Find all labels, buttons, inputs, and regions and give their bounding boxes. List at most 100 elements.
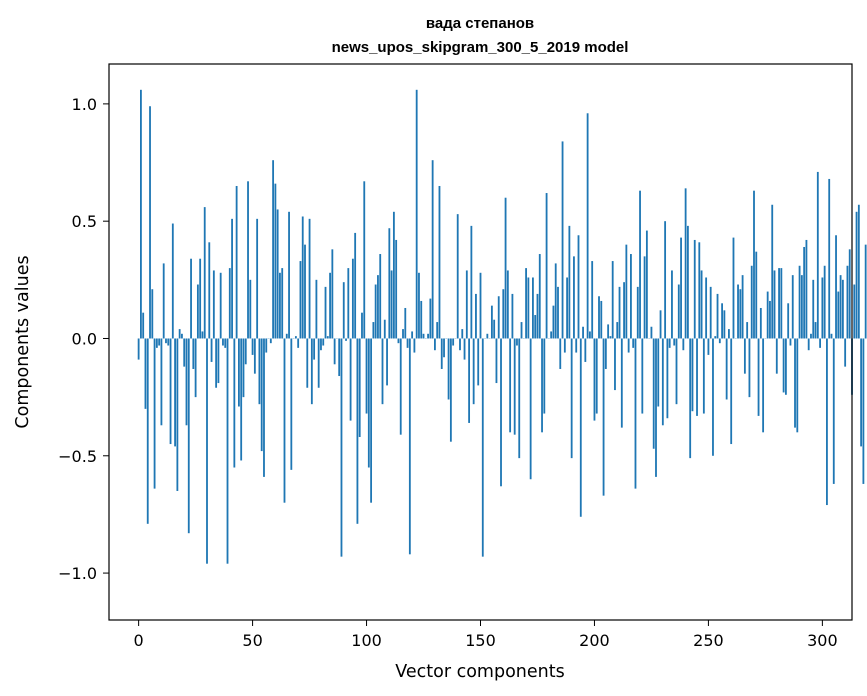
y-tick-label: −0.5	[58, 447, 97, 466]
bar	[814, 322, 817, 339]
bar	[345, 338, 347, 341]
bar	[449, 338, 452, 442]
bar	[447, 338, 450, 400]
bar	[625, 244, 628, 339]
bar	[333, 338, 336, 365]
bar	[201, 331, 204, 339]
bar	[639, 190, 641, 339]
bar	[805, 239, 808, 339]
bar	[465, 270, 468, 339]
bar	[429, 298, 432, 339]
bar	[593, 338, 596, 421]
bar	[541, 338, 543, 433]
bar	[358, 338, 361, 438]
bar	[543, 338, 546, 414]
bar	[158, 338, 161, 346]
bar	[525, 268, 527, 339]
bar	[677, 284, 680, 339]
bar	[217, 338, 220, 384]
bar	[192, 338, 195, 369]
bar	[194, 338, 197, 398]
bar	[196, 284, 199, 339]
bar	[730, 338, 733, 445]
bar	[520, 322, 523, 339]
bar	[712, 338, 714, 456]
bar	[518, 338, 521, 459]
bar	[486, 333, 489, 339]
bar	[732, 237, 735, 339]
bar	[529, 338, 532, 480]
bar	[463, 338, 466, 360]
bar	[324, 286, 327, 339]
bar	[169, 338, 172, 445]
bar	[235, 185, 238, 339]
bar	[664, 221, 667, 339]
bar	[374, 284, 377, 339]
bar	[819, 338, 821, 348]
y-tick-label: 0.0	[72, 329, 97, 348]
bar	[552, 305, 555, 339]
bar	[174, 338, 176, 447]
bar	[304, 244, 306, 339]
bar	[839, 275, 842, 339]
bar	[274, 183, 277, 339]
bar	[178, 329, 181, 339]
bar	[479, 272, 482, 339]
bar	[495, 338, 498, 384]
bar	[317, 338, 320, 388]
bar	[206, 338, 208, 564]
bar	[755, 251, 758, 339]
bar	[775, 338, 778, 374]
bar	[680, 237, 682, 339]
bar	[190, 258, 192, 339]
y-tick-label: −1.0	[58, 564, 97, 583]
bar	[140, 89, 142, 339]
bar	[212, 270, 215, 339]
bar	[238, 338, 240, 407]
bar	[459, 338, 461, 351]
bar	[509, 338, 512, 433]
bar	[693, 239, 696, 339]
bar	[320, 338, 322, 351]
bar	[714, 336, 717, 339]
bar	[167, 338, 170, 346]
bar	[310, 338, 313, 405]
bar	[689, 338, 692, 459]
bar	[322, 338, 325, 346]
bar	[388, 228, 391, 339]
bar	[782, 338, 785, 393]
bar	[210, 338, 213, 362]
bar	[568, 225, 571, 339]
bar	[340, 338, 343, 557]
bar	[253, 338, 256, 374]
bar	[306, 338, 309, 388]
bar	[534, 315, 537, 339]
bar	[762, 338, 765, 433]
bar	[794, 338, 796, 428]
bar	[659, 310, 662, 339]
bar	[279, 272, 281, 339]
bar	[224, 338, 227, 348]
bar	[728, 329, 730, 339]
bar	[183, 338, 186, 367]
x-axis: 0 50 100 150 200 250 300	[134, 620, 838, 650]
bar	[598, 296, 600, 339]
bar	[784, 338, 787, 395]
bar	[561, 141, 564, 339]
bar	[841, 279, 844, 339]
bar	[696, 338, 698, 416]
bar	[563, 338, 566, 353]
bar	[832, 338, 835, 484]
bar	[848, 249, 851, 339]
bar	[199, 258, 202, 339]
bar	[643, 256, 646, 339]
bar	[367, 338, 370, 468]
bar	[477, 338, 480, 386]
bar	[406, 338, 409, 348]
bar	[554, 263, 557, 339]
bar	[265, 338, 268, 353]
bar	[379, 254, 382, 339]
bar	[219, 272, 222, 339]
bar	[408, 338, 411, 555]
bar	[370, 338, 373, 503]
